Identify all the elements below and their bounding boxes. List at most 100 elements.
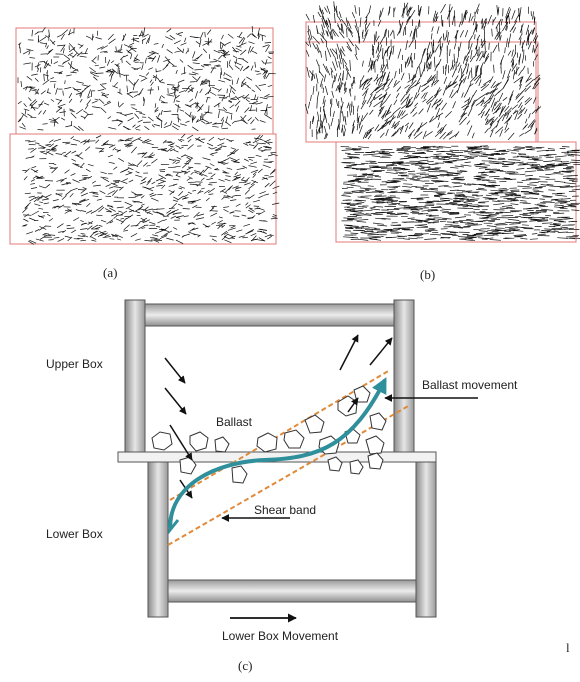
velocity-vector: [168, 211, 175, 215]
velocity-vector: [536, 168, 544, 171]
velocity-vector: [73, 217, 80, 222]
velocity-vector: [344, 226, 352, 229]
velocity-vector: [533, 78, 541, 85]
velocity-vector: [210, 173, 216, 178]
velocity-vector: [27, 113, 33, 118]
velocity-vector: [556, 173, 564, 175]
velocity-vector: [184, 37, 187, 43]
velocity-vector: [368, 57, 372, 67]
velocity-vector: [341, 124, 344, 133]
velocity-vector: [414, 234, 422, 237]
velocity-vector: [169, 190, 175, 195]
velocity-vector: [381, 112, 386, 119]
velocity-vector: [218, 223, 227, 225]
velocity-vector: [34, 77, 39, 82]
velocity-vector: [257, 35, 260, 40]
velocity-vector: [79, 92, 81, 97]
velocity-vector: [244, 182, 251, 186]
velocity-vector: [264, 174, 269, 177]
velocity-vector: [502, 205, 513, 207]
velocity-vector: [534, 129, 538, 135]
velocity-vector: [559, 207, 568, 210]
velocity-vector: [56, 34, 63, 38]
velocity-vector: [166, 94, 175, 97]
velocity-vector: [131, 146, 137, 154]
velocity-vector: [51, 40, 56, 44]
velocity-vector: [176, 157, 182, 160]
velocity-vector: [106, 219, 114, 225]
velocity-vector: [34, 91, 39, 95]
velocity-vector: [108, 144, 116, 149]
velocity-vector: [354, 53, 358, 61]
velocity-vector: [270, 217, 278, 220]
velocity-vector: [561, 146, 570, 148]
velocity-vector: [404, 84, 410, 89]
velocity-vector: [521, 179, 531, 181]
velocity-vector: [186, 156, 191, 160]
velocity-vector: [447, 81, 457, 88]
velocity-vector: [409, 101, 414, 107]
velocity-vector: [130, 139, 136, 143]
velocity-vector: [189, 36, 199, 38]
velocity-vector: [493, 203, 505, 206]
velocity-vector: [479, 53, 484, 62]
velocity-vector: [498, 187, 507, 190]
velocity-vector: [242, 65, 249, 72]
velocity-vector: [484, 197, 498, 200]
velocity-vector: [99, 150, 104, 152]
velocity-vector: [122, 178, 128, 182]
velocity-vector: [239, 65, 244, 72]
velocity-vector: [333, 1, 336, 13]
velocity-vector: [420, 187, 428, 190]
velocity-vector: [247, 86, 252, 89]
velocity-vector: [64, 209, 72, 214]
velocity-vector: [46, 45, 49, 49]
velocity-vector: [520, 87, 527, 95]
velocity-vector: [489, 124, 493, 130]
velocity-vector: [434, 130, 442, 138]
velocity-vector: [42, 109, 47, 115]
velocity-vector: [90, 210, 97, 214]
velocity-vector: [83, 110, 88, 114]
velocity-vector: [265, 73, 270, 79]
velocity-vector: [270, 151, 277, 154]
velocity-vector: [500, 59, 502, 69]
velocity-vector: [350, 83, 353, 89]
velocity-vector: [234, 171, 238, 176]
velocity-vector: [502, 70, 506, 80]
downward-movement-arrow: [164, 357, 186, 384]
velocity-vector: [272, 214, 278, 217]
velocity-vector: [131, 38, 140, 40]
velocity-vector: [525, 175, 533, 177]
velocity-vector: [92, 56, 97, 62]
velocity-vector: [395, 171, 405, 174]
velocity-vector: [509, 223, 521, 225]
velocity-vector: [355, 46, 357, 56]
velocity-vector: [30, 179, 35, 182]
velocity-vector: [421, 92, 426, 99]
velocity-vector: [486, 118, 493, 125]
velocity-vector: [528, 112, 531, 119]
velocity-vector: [116, 119, 123, 122]
velocity-vector: [243, 142, 249, 146]
velocity-vector: [325, 133, 329, 139]
velocity-vector: [86, 99, 92, 106]
velocity-vector: [224, 178, 231, 182]
velocity-vector: [452, 75, 459, 85]
velocity-vector: [403, 221, 414, 223]
velocity-vector: [426, 103, 432, 113]
velocity-vector: [505, 221, 514, 224]
velocity-vector: [265, 104, 268, 111]
velocity-vector: [245, 197, 250, 199]
velocity-vector: [514, 110, 519, 121]
velocity-vector: [396, 109, 401, 119]
velocity-vector: [478, 201, 489, 203]
velocity-vector: [116, 214, 124, 216]
velocity-vector: [218, 88, 222, 93]
velocity-vector: [272, 191, 278, 195]
velocity-vector: [522, 224, 529, 226]
velocity-vector: [444, 111, 452, 118]
velocity-vector: [342, 236, 354, 238]
velocity-vector: [480, 173, 487, 175]
velocity-vector: [221, 224, 226, 228]
